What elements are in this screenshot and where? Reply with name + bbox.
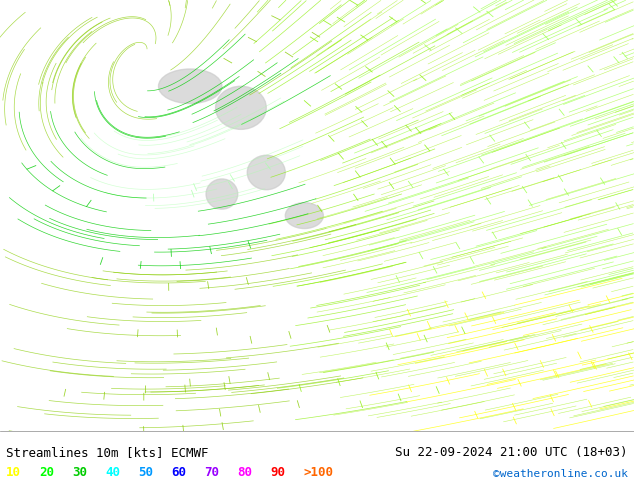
Text: 10: 10 <box>6 466 22 479</box>
Ellipse shape <box>158 69 222 103</box>
Text: 80: 80 <box>237 466 252 479</box>
Ellipse shape <box>206 179 238 209</box>
Text: 30: 30 <box>72 466 87 479</box>
Text: 60: 60 <box>171 466 186 479</box>
Text: Streamlines 10m [kts] ECMWF: Streamlines 10m [kts] ECMWF <box>6 446 209 459</box>
Ellipse shape <box>216 86 266 129</box>
Ellipse shape <box>285 203 323 228</box>
Ellipse shape <box>29 75 250 313</box>
Ellipse shape <box>247 155 285 190</box>
Text: 70: 70 <box>204 466 219 479</box>
Text: 40: 40 <box>105 466 120 479</box>
Text: 20: 20 <box>39 466 55 479</box>
Text: ©weatheronline.co.uk: ©weatheronline.co.uk <box>493 469 628 479</box>
Ellipse shape <box>13 259 139 388</box>
Text: Su 22-09-2024 21:00 UTC (18+03): Su 22-09-2024 21:00 UTC (18+03) <box>395 446 628 459</box>
Text: 90: 90 <box>270 466 285 479</box>
Text: 50: 50 <box>138 466 153 479</box>
Text: >100: >100 <box>303 466 333 479</box>
